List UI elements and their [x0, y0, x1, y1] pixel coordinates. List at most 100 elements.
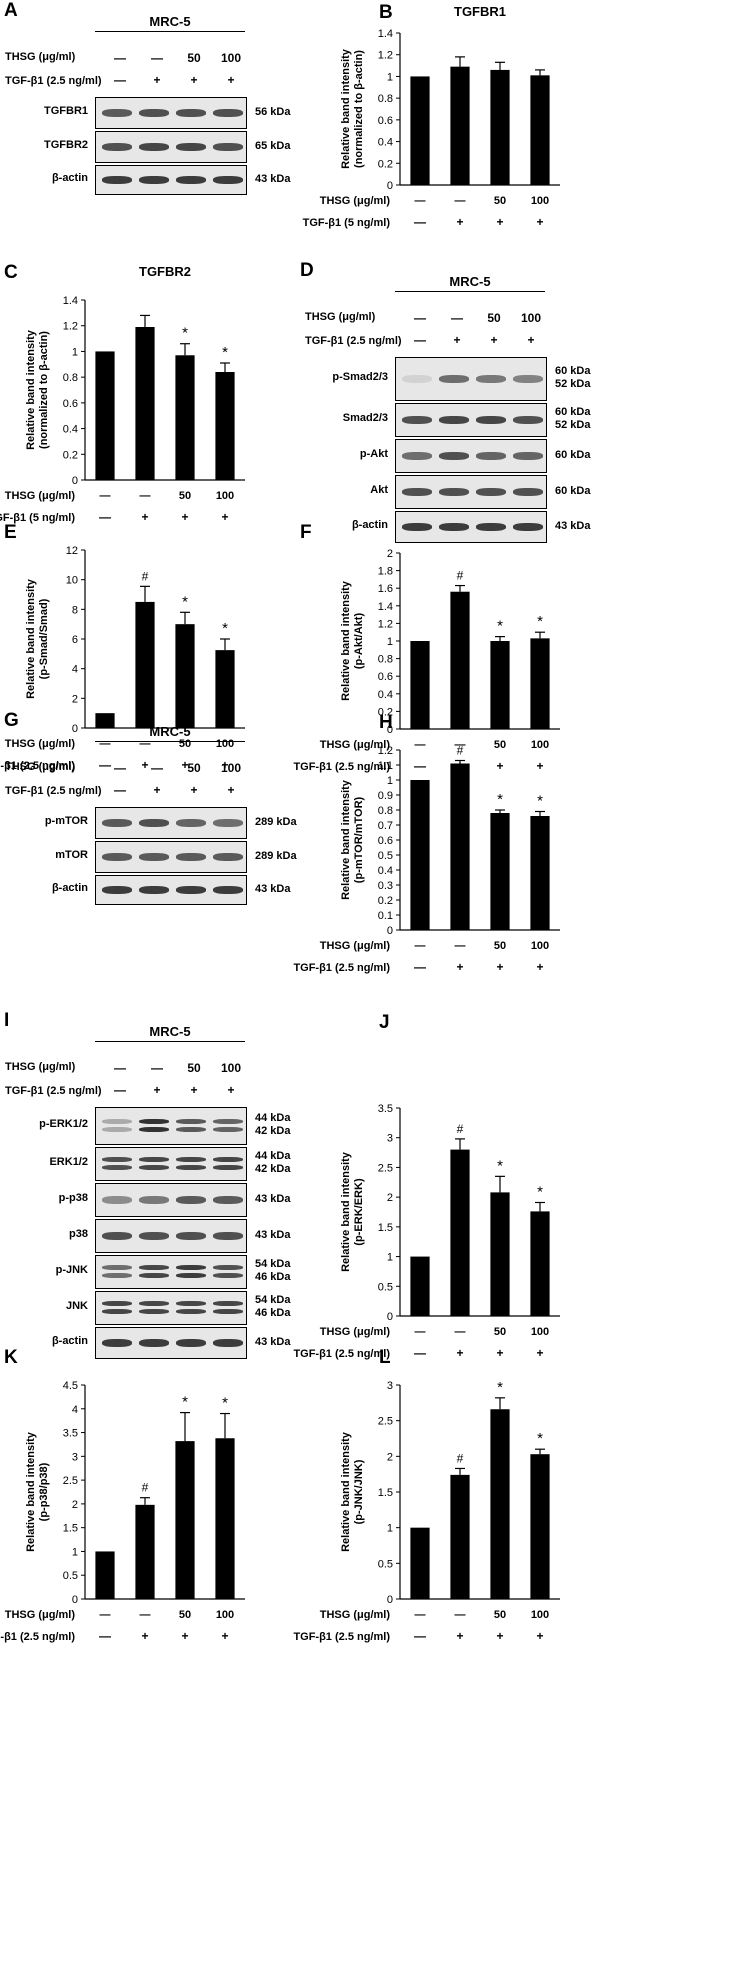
blot-strip	[395, 439, 547, 473]
y-tick-label: 1.8	[378, 566, 393, 578]
band	[476, 523, 506, 531]
band	[139, 1301, 169, 1306]
significance-mark: *	[222, 620, 228, 637]
blot-strip	[95, 1183, 247, 1217]
thsg-header: THSG (μg/ml)	[305, 311, 376, 323]
y-axis-label: Relative band intensity(p-ERK/ERK)	[340, 1151, 365, 1272]
y-tick-label: 3.5	[378, 1103, 393, 1115]
tgf-header: TGF-β1 (2.5 ng/ml)	[5, 1085, 102, 1097]
lane-tgf-value: —	[114, 783, 126, 797]
y-tick-label: 1.1	[378, 760, 393, 772]
title-underline	[95, 741, 245, 742]
lane-tgf-value: +	[227, 783, 235, 797]
bar	[490, 69, 510, 185]
y-axis-label-line: (normalized to β-actin)	[353, 50, 365, 168]
panel-d: D	[300, 260, 751, 500]
lane-thsg-value: —	[114, 761, 126, 775]
blot-row-label: β-actin	[51, 172, 88, 184]
band	[213, 1196, 243, 1204]
y-axis-label-line: (p-mTOR/mTOR)	[353, 796, 365, 883]
blot-row-label: ERK1/2	[49, 1156, 88, 1168]
y-axis-label: Relative band intensity(normalized to β-…	[340, 48, 365, 169]
band	[513, 523, 543, 531]
band	[213, 1309, 243, 1314]
band	[213, 109, 243, 117]
x-tgf-value: +	[496, 1346, 503, 1360]
lane-thsg-value: 50	[187, 51, 201, 65]
x-thsg-value: 50	[494, 1609, 506, 1621]
x-thsg-value: 100	[531, 739, 549, 751]
y-tick-label: 1	[387, 71, 393, 83]
x-tgf-value: —	[414, 960, 426, 974]
x-thsg-value: —	[100, 1609, 111, 1621]
y-tick-label: 0	[72, 1594, 78, 1606]
band	[102, 1232, 132, 1240]
panel-label: I	[4, 1010, 10, 1031]
band	[513, 452, 543, 460]
x-tgf-value: +	[496, 759, 503, 773]
y-tick-label: 0.2	[378, 706, 393, 718]
y-tick-label: 0.7	[378, 820, 393, 832]
lane-tgf-value: +	[490, 333, 498, 347]
tgf-row-label: TGF-β1 (5 ng/ml)	[0, 512, 75, 524]
blot-row-label: TGFBR2	[44, 139, 88, 151]
significance-mark: *	[497, 791, 503, 808]
blot-strip	[95, 97, 247, 129]
panel-label: K	[4, 1347, 18, 1368]
x-tgf-value: +	[536, 960, 543, 974]
y-tick-label: 1	[387, 636, 393, 648]
panel-i: I	[0, 1010, 375, 1340]
bar	[410, 641, 430, 729]
panel-label: C	[4, 262, 18, 283]
title-underline	[95, 1041, 245, 1042]
lane-thsg-value: 100	[220, 1061, 242, 1075]
x-thsg-value: 50	[494, 195, 506, 207]
lane-thsg-value: 50	[487, 311, 501, 325]
panel-label: L	[379, 1347, 391, 1368]
kda-label: 60 kDa	[555, 484, 591, 497]
band	[176, 1309, 206, 1314]
band	[176, 1196, 206, 1204]
y-tick-label: 8	[72, 604, 78, 616]
y-tick-label: 0.6	[378, 671, 393, 683]
x-tgf-value: +	[496, 960, 503, 974]
kda-label: 43 kDa	[255, 1192, 291, 1205]
band	[102, 1165, 132, 1170]
bar	[530, 638, 550, 729]
blot-strip	[95, 875, 247, 905]
bar	[490, 1409, 510, 1599]
y-tick-label: 2	[387, 548, 393, 560]
y-tick-label: 0.5	[378, 850, 393, 862]
bar	[410, 1256, 430, 1316]
band	[139, 109, 169, 117]
band	[102, 886, 132, 894]
y-tick-label: 0.1	[378, 910, 393, 922]
x-tgf-value: —	[99, 510, 111, 524]
significance-mark: #	[457, 1451, 464, 1465]
y-tick-label: 1.5	[378, 1487, 393, 1499]
y-axis-label-line: Relative band intensity	[340, 1151, 352, 1272]
band	[102, 1119, 132, 1124]
y-tick-label: 4	[72, 1404, 78, 1416]
y-tick-label: 3	[387, 1380, 393, 1392]
y-tick-label: 0.4	[378, 137, 393, 149]
y-axis-label-line: (normalized to β-actin)	[38, 331, 50, 449]
lane-thsg-value: —	[114, 1061, 126, 1075]
y-tick-label: 1	[72, 346, 78, 358]
y-tick-label: 1.6	[378, 583, 393, 595]
thsg-row-label: THSG (μg/ml)	[320, 195, 391, 207]
x-thsg-value: 50	[179, 1609, 191, 1621]
significance-mark: *	[537, 1183, 543, 1200]
kda-label: 56 kDa	[255, 105, 291, 118]
y-tick-label: 0.4	[378, 689, 393, 701]
cell-line-title: MRC-5	[449, 274, 491, 289]
lane-tgf-value: —	[114, 1083, 126, 1097]
x-tgf-value: +	[221, 1629, 228, 1643]
significance-mark: *	[497, 1157, 503, 1174]
band	[213, 1119, 243, 1124]
cell-line-title: MRC-5	[149, 14, 191, 29]
band	[139, 1196, 169, 1204]
significance-mark: #	[142, 1481, 149, 1495]
blot-strip	[95, 1291, 247, 1325]
blot-row-label: p-JNK	[55, 1264, 88, 1276]
